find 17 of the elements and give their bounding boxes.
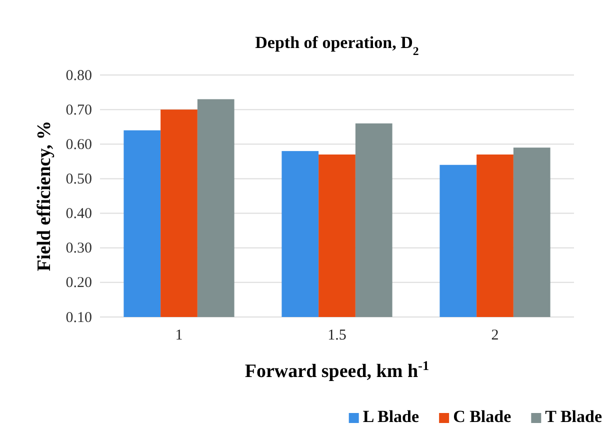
- y-tick-label: 0.30: [66, 240, 92, 257]
- chart-title: Depth of operation, D$_{2}$: [255, 33, 419, 58]
- y-tick-label: 0.60: [66, 136, 92, 153]
- y-tick-label: 0.40: [66, 206, 92, 222]
- x-tick-label: 1: [175, 328, 183, 344]
- legend-label: T Blade: [545, 407, 602, 426]
- x-axis-title: Forward speed, km h$^{-1}$: [244, 358, 430, 382]
- y-axis-title: Field efficiency, %: [34, 120, 55, 272]
- y-tick-label: 0.50: [66, 172, 92, 188]
- y-tick-label: 0.10: [66, 310, 92, 326]
- x-tick-label: 2: [491, 328, 499, 344]
- legend-label: C Blade: [453, 407, 512, 426]
- y-tick-label: 0.70: [66, 102, 92, 118]
- x-tick-label: 1.5: [328, 328, 346, 344]
- y-tick-label: 0.80: [66, 68, 92, 84]
- legend-label: L Blade: [362, 407, 420, 426]
- y-tick-label: 0.20: [66, 275, 92, 292]
